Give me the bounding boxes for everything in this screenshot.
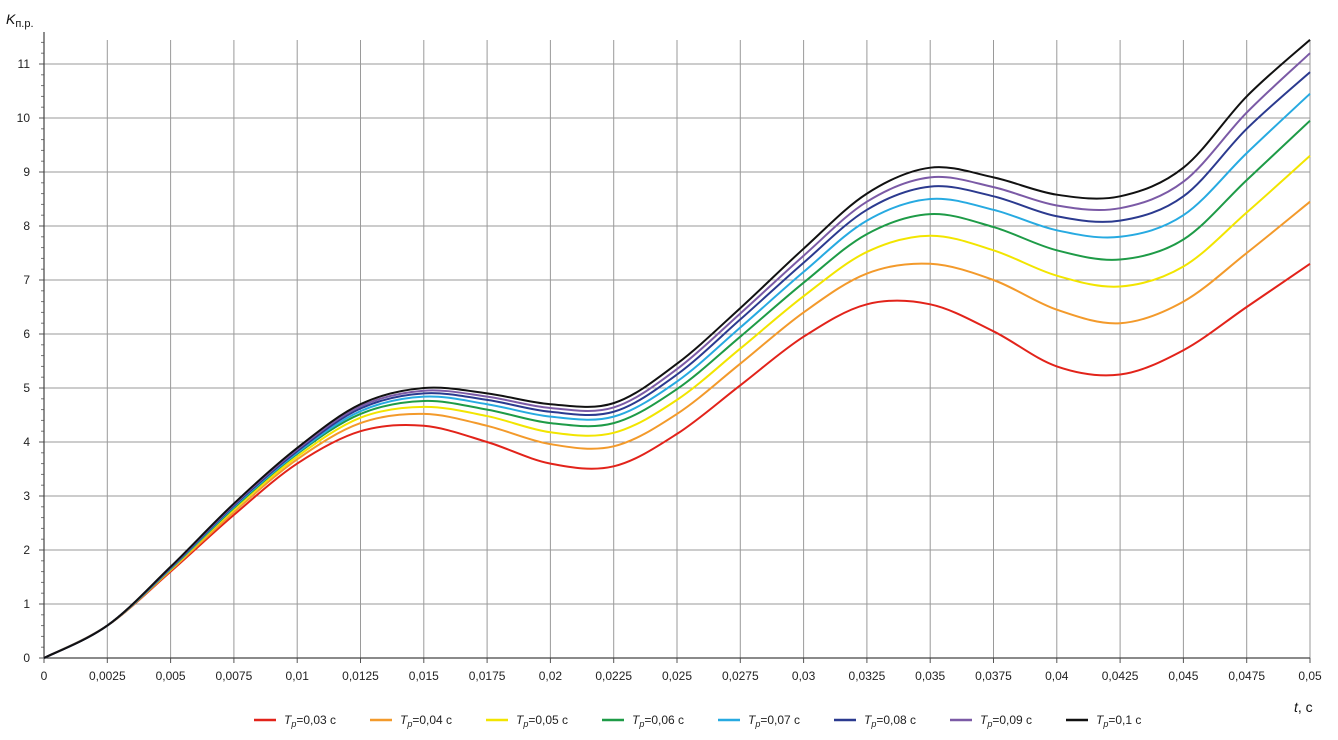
legend-label: Tp=0,09 с (980, 713, 1032, 729)
legend-label: Tp=0,06 с (632, 713, 684, 729)
y-tick-label: 3 (23, 489, 30, 503)
axes (39, 32, 1311, 663)
x-tick-label: 0,025 (662, 669, 692, 683)
y-axis-title: Kп.р. (6, 11, 34, 30)
x-tick-label: 0,0225 (595, 669, 632, 683)
legend-label: Tp=0,03 с (284, 713, 336, 729)
x-tick-label: 0,0025 (89, 669, 126, 683)
y-tick-label: 6 (23, 327, 30, 341)
y-tick-label: 11 (18, 57, 31, 71)
x-tick-label: 0 (41, 669, 48, 683)
axis-titles: Kп.р. t, с (6, 11, 1313, 715)
legend-item: Tp=0,09 с (950, 713, 1032, 729)
y-tick-label: 9 (23, 165, 30, 179)
x-tick-label: 0,04 (1045, 669, 1069, 683)
x-tick-label: 0,035 (915, 669, 945, 683)
x-tick-label: 0,0175 (469, 669, 506, 683)
legend-item: Tp=0,03 с (254, 713, 336, 729)
x-tick-label: 0,03 (792, 669, 816, 683)
x-tick-label: 0,0325 (849, 669, 886, 683)
x-tick-label: 0,0475 (1228, 669, 1265, 683)
x-tick-label: 0,045 (1168, 669, 1198, 683)
series-line-8 (43, 38, 1311, 659)
y-tick-label: 8 (23, 219, 30, 233)
series-line-2 (43, 200, 1311, 659)
x-tick-label: 0,0125 (342, 669, 379, 683)
x-tick-label: 0,015 (409, 669, 439, 683)
grid (43, 40, 1311, 659)
legend-label: Tp=0,07 с (748, 713, 800, 729)
legend-label: Tp=0,1 с (1096, 713, 1141, 729)
y-tick-label: 10 (17, 111, 31, 125)
tick-labels: 0 0,0025 0,005 0,0075 0,01 0,0125 0,015 0,0175 0… (17, 57, 1322, 683)
y-tick-label: 2 (23, 543, 30, 557)
y-tick-label: 4 (23, 435, 30, 449)
legend-label: Tp=0,04 с (400, 713, 452, 729)
legend-label: Tp=0,05 с (516, 713, 568, 729)
legend-item: Tp=0,1 с (1066, 713, 1141, 729)
x-tick-label: 0,0375 (975, 669, 1012, 683)
series-lines (43, 38, 1311, 659)
y-tick-label: 1 (23, 597, 30, 611)
series-line-1 (43, 262, 1311, 659)
legend-item: Tp=0,08 с (834, 713, 916, 729)
legend-item: Tp=0,05 с (486, 713, 568, 729)
x-tick-label: 0,01 (286, 669, 310, 683)
legend-item: Tp=0,07 с (718, 713, 800, 729)
x-tick-label: 0,005 (156, 669, 186, 683)
legend-item: Tp=0,06 с (602, 713, 684, 729)
legend: Tp=0,03 с Tp=0,04 с Tp=0,05 с Tp=0,06 с Tp=0… (254, 713, 1141, 729)
y-tick-label: 7 (23, 273, 30, 287)
x-tick-label: 0,0075 (216, 669, 253, 683)
x-tick-label: 0,0425 (1102, 669, 1139, 683)
series-line-3 (43, 155, 1311, 659)
legend-label: Tp=0,08 с (864, 713, 916, 729)
y-tick-label: 0 (23, 651, 30, 665)
x-axis-title: t, с (1294, 699, 1313, 715)
x-tick-label: 0,0275 (722, 669, 759, 683)
y-tick-label: 5 (23, 381, 30, 395)
x-tick-label: 0,05 (1298, 669, 1322, 683)
x-tick-label: 0,02 (539, 669, 563, 683)
legend-item: Tp=0,04 с (370, 713, 452, 729)
